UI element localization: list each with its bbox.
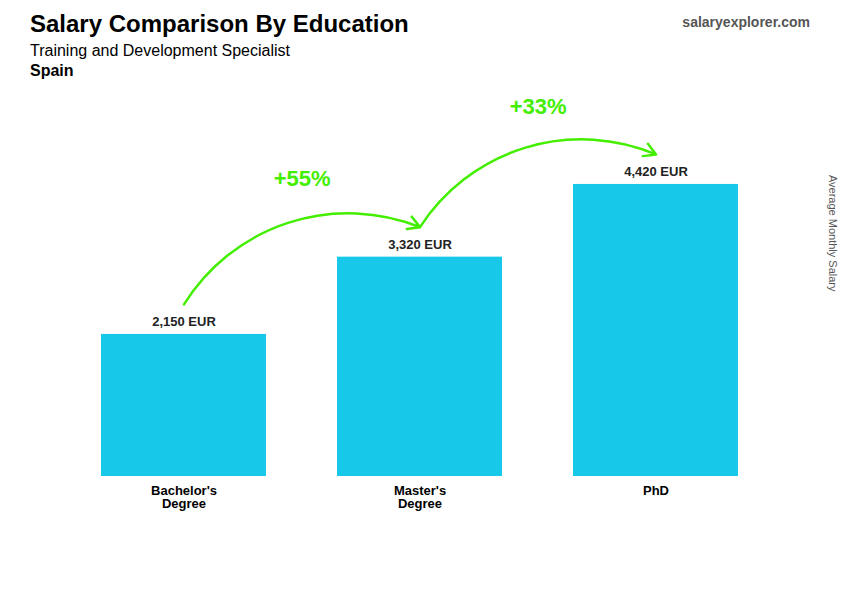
svg-text:2,150 EUR: 2,150 EUR <box>152 314 216 329</box>
svg-text:Master'sDegree: Master'sDegree <box>394 483 446 511</box>
svg-text:Average Monthly Salary: Average Monthly Salary <box>827 175 839 292</box>
html-text:Training and Development Speci: Training and Development Specialist <box>30 42 290 59</box>
svg-text:+33%: +33% <box>510 94 567 119</box>
html-text:Spain: Spain <box>30 62 74 79</box>
html-text:salaryexplorer.com: salaryexplorer.com <box>682 14 810 30</box>
svg-text:PhD: PhD <box>643 483 669 498</box>
svg-text:4,420 EUR: 4,420 EUR <box>624 164 688 179</box>
svg-text:+55%: +55% <box>274 166 331 191</box>
svg-text:Bachelor'sDegree: Bachelor'sDegree <box>151 483 217 511</box>
svg-text:3,320 EUR: 3,320 EUR <box>388 237 452 252</box>
html-text:Salary Comparison By Education: Salary Comparison By Education <box>30 10 409 37</box>
